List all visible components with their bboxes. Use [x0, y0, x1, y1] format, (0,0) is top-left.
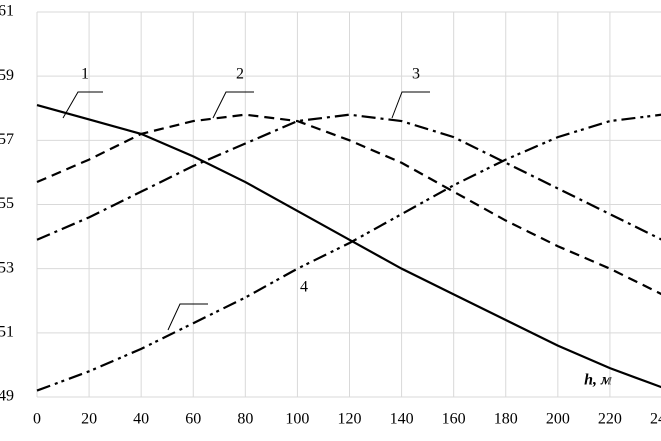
x-tick-label: 140	[390, 411, 414, 428]
line-series	[36, 113, 661, 392]
leader-line	[62, 91, 103, 119]
x-tick-label: 160	[442, 411, 466, 428]
y-tick-label: 61	[0, 3, 14, 20]
x-tick-label: 20	[81, 411, 97, 428]
leader-line	[212, 91, 254, 119]
x-tick-label: 120	[338, 411, 362, 428]
x-tick-label: 200	[546, 411, 570, 428]
x-tick-label: 60	[185, 411, 201, 428]
y-tick-label: 53	[0, 259, 14, 276]
x-tick-label: 80	[237, 411, 253, 428]
line-series	[36, 113, 661, 241]
y-tick-label: 57	[0, 131, 14, 148]
x-tick-label: 40	[133, 411, 149, 428]
x-tick-label: 180	[494, 411, 518, 428]
y-tick-label: 51	[0, 324, 14, 341]
y-tick-label: 55	[0, 195, 14, 212]
x-tick-label: 100	[285, 411, 309, 428]
x-axis-label: h, м	[584, 372, 612, 389]
leader-line	[167, 303, 208, 331]
x-tick-label: 240	[650, 411, 661, 428]
series-label: 1	[81, 66, 89, 83]
series-label: 4	[300, 279, 308, 296]
series-label: 2	[236, 66, 244, 83]
y-tick-label: 49	[0, 388, 14, 405]
x-tick-label: 220	[598, 411, 622, 428]
series-label: 3	[412, 66, 420, 83]
line-series	[36, 113, 661, 296]
y-tick-label: 59	[0, 67, 14, 84]
x-tick-label: 0	[33, 411, 41, 428]
leader-line	[391, 91, 430, 119]
